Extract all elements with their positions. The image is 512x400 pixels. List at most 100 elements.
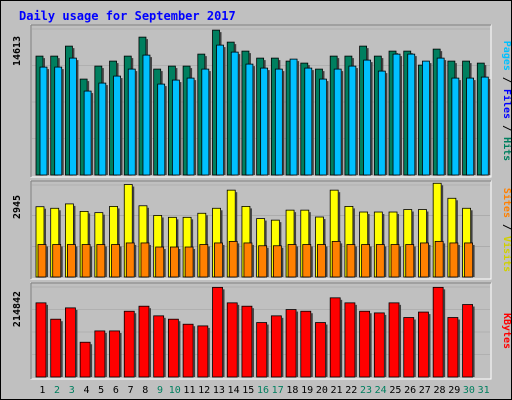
- bar-bot-kbytes-day-9: [153, 315, 166, 378]
- max-label-top: 14613: [12, 36, 23, 66]
- bar-bot-kbytes-day-10: [167, 318, 181, 378]
- x-tick-label: 4: [83, 385, 89, 396]
- bar-top-pages-day-19: [304, 67, 314, 176]
- bar-mid-sites-day-30: [464, 242, 475, 278]
- legend-part: /: [501, 119, 511, 137]
- bar-bot-kbytes-day-14: [226, 302, 240, 378]
- bar-top-pages-day-21: [333, 68, 344, 176]
- x-tick-label: 13: [213, 385, 225, 396]
- x-tick-label: 16: [257, 385, 269, 396]
- x-tick-label: 1: [39, 385, 45, 396]
- bar-mid-sites-day-19: [302, 244, 313, 278]
- legend-part: Visits: [501, 236, 511, 272]
- bar-top-pages-day-20: [319, 78, 329, 176]
- x-tick-label: 17: [272, 385, 284, 396]
- bar-bot-kbytes-day-25: [388, 302, 402, 378]
- bar-bot-kbytes-day-6: [109, 330, 122, 378]
- legend-part: Files: [501, 89, 511, 119]
- bar-bot-kbytes-day-28: [432, 286, 446, 378]
- bar-mid-sites-day-2: [52, 244, 63, 278]
- x-tick-label: 19: [301, 385, 313, 396]
- bar-bot-kbytes-day-2: [50, 318, 63, 378]
- panel-top: 14613 Pages / Files / Hits: [12, 24, 511, 178]
- x-tick-label: 15: [242, 385, 254, 396]
- x-tick-label: 10: [169, 385, 181, 396]
- bar-top-pages-day-29: [451, 77, 461, 176]
- bar-bot-kbytes-day-3: [65, 307, 78, 378]
- bar-bot-kbytes-day-15: [241, 305, 254, 378]
- bar-mid-sites-day-11: [184, 246, 196, 278]
- bar-mid-sites-day-5: [96, 244, 107, 278]
- bar-top-pages-day-3: [69, 57, 79, 176]
- bar-mid-sites-day-27: [420, 242, 431, 278]
- bar-top-pages-day-26: [407, 53, 417, 176]
- bar-mid-sites-day-6: [111, 244, 122, 278]
- bar-bot-kbytes-day-11: [182, 323, 196, 378]
- panel-bot: 214842 KBytes: [12, 282, 511, 380]
- bar-mid-sites-day-21: [331, 240, 343, 278]
- bar-mid-sites-day-23: [361, 244, 372, 278]
- bar-bot-kbytes-day-19: [300, 310, 313, 378]
- bar-top-pages-day-13: [216, 44, 226, 176]
- legend-part: /: [501, 71, 511, 89]
- bar-mid-sites-day-18: [287, 244, 299, 278]
- bar-bot-kbytes-day-22: [344, 302, 357, 378]
- bar-mid-sites-day-29: [449, 242, 460, 278]
- x-tick-label: 8: [142, 385, 148, 396]
- bar-mid-sites-day-16: [258, 245, 269, 278]
- bar-mid-sites-day-25: [390, 244, 402, 278]
- legend-part: /: [501, 218, 511, 236]
- bar-mid-sites-day-4: [81, 244, 93, 278]
- bar-top-pages-day-24: [377, 70, 388, 176]
- bar-top-pages-day-12: [201, 68, 211, 176]
- max-label-bot: 214842: [12, 291, 23, 327]
- bar-mid-sites-day-17: [272, 245, 284, 278]
- bar-top-pages-day-23: [363, 59, 373, 176]
- bar-mid-sites-day-28: [434, 240, 446, 278]
- x-tick-label: 5: [98, 385, 104, 396]
- bar-mid-sites-day-24: [375, 244, 387, 278]
- legend-part: KBytes: [501, 313, 511, 349]
- bar-top-pages-day-27: [422, 60, 432, 176]
- legend-part: Pages: [501, 41, 511, 71]
- x-tick-label: 7: [128, 385, 134, 396]
- bar-top-pages-day-17: [274, 68, 285, 176]
- bar-top-pages-day-10: [171, 79, 182, 176]
- panel-mid: 2945 Sites / Visits: [12, 180, 511, 280]
- bar-top-pages-day-5: [98, 82, 108, 176]
- bar-bot-kbytes-day-12: [197, 325, 210, 378]
- x-tick-label: 20: [316, 385, 328, 396]
- bar-mid-sites-day-3: [67, 244, 78, 278]
- bar-bot-kbytes-day-18: [285, 309, 299, 378]
- x-axis-labels: 1 2 3 4 5 6 7 8 9 10 11 12 13 14 15 16 17 18 19 20 21 22 23 24 2…: [39, 385, 489, 396]
- x-tick-label: 11: [183, 385, 195, 396]
- bar-mid-sites-day-26: [405, 244, 416, 278]
- bar-bot-kbytes-day-13: [212, 286, 225, 378]
- bar-mid-sites-day-12: [199, 244, 210, 278]
- bar-bot-kbytes-day-4: [79, 341, 93, 378]
- chart-title: Daily usage for September 2017: [19, 9, 236, 23]
- legend-part: Hits: [501, 137, 511, 161]
- x-tick-label: 29: [448, 385, 460, 396]
- bar-bot-kbytes-day-26: [403, 317, 416, 378]
- bar-mid-sites-day-1: [37, 244, 48, 278]
- bar-bot-kbytes-day-29: [447, 317, 460, 378]
- bar-mid-sites-day-13: [214, 242, 225, 278]
- bar-bot-kbytes-day-8: [138, 305, 151, 378]
- bar-top-pages-day-31: [480, 76, 491, 176]
- bar-bot-kbytes-day-7: [123, 310, 137, 378]
- bar-top-pages-day-14: [230, 51, 241, 176]
- x-tick-label: 2: [54, 385, 60, 396]
- bar-mid-sites-day-20: [317, 244, 328, 278]
- bar-bot-kbytes-day-27: [418, 311, 431, 378]
- bar-bot-kbytes-day-16: [256, 322, 269, 378]
- bar-bot-kbytes-day-24: [373, 312, 387, 378]
- x-tick-label: 9: [157, 385, 163, 396]
- bar-top-pages-day-4: [83, 90, 94, 176]
- x-tick-label: 28: [433, 385, 445, 396]
- x-tick-label: 14: [228, 385, 240, 396]
- bar-mid-sites-day-7: [125, 242, 137, 278]
- x-tick-label: 21: [331, 385, 343, 396]
- bar-top-pages-day-8: [142, 54, 152, 176]
